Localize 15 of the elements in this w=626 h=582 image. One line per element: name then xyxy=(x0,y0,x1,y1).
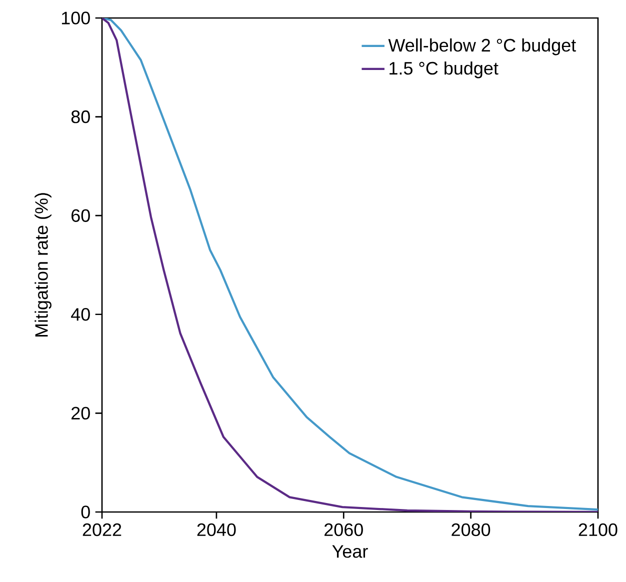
x-tick-label: 2040 xyxy=(197,523,236,536)
y-tick-label: 60 xyxy=(72,209,90,222)
y-tick-label: 100 xyxy=(62,12,90,24)
y-tick-label: 20 xyxy=(72,406,90,420)
y-axis-title: Mitigation rate (%) xyxy=(34,193,52,337)
x-tick-label: 2022 xyxy=(82,523,122,536)
y-tick-label: 0 xyxy=(81,506,90,518)
x-tick-label: 2100 xyxy=(578,523,618,536)
x-tick-label: 2060 xyxy=(324,523,363,536)
y-tick-label: 40 xyxy=(71,308,90,321)
legend-label: Well-below 2 °C budget xyxy=(388,38,576,56)
legend-label: 1.5 °C budget xyxy=(390,61,498,78)
y-tick-label: 80 xyxy=(71,110,90,124)
x-tick-label: 2080 xyxy=(452,523,490,536)
x-axis-title: Year xyxy=(332,545,368,558)
